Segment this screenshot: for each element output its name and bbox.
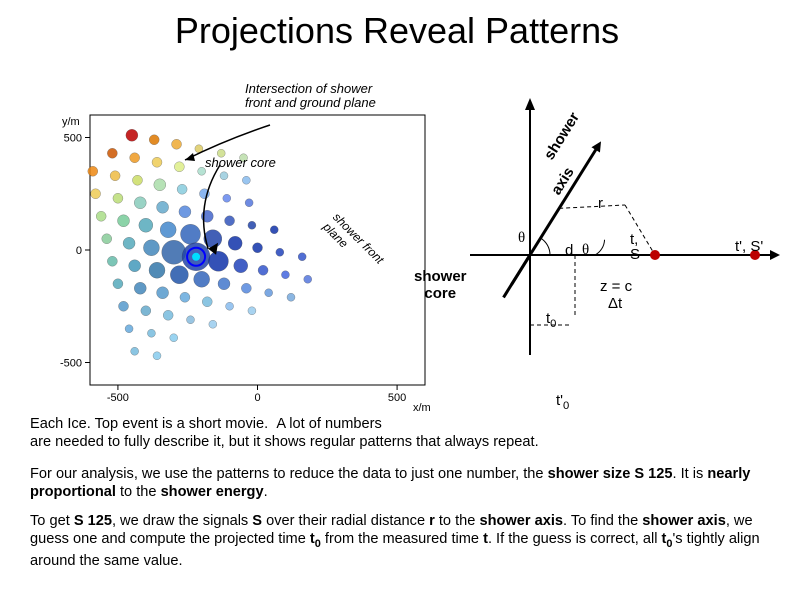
svg-text:-500: -500	[107, 392, 129, 404]
paragraph-3: To get S 125, we draw the signals S over…	[30, 512, 770, 570]
z-eq-c-label: z = c	[600, 278, 632, 295]
svg-text:x/m: x/m	[413, 402, 431, 414]
shower-core-upper-label: shower core	[205, 155, 276, 170]
shower-core-lower-label: showercore	[414, 268, 467, 302]
diagram-svg	[460, 95, 780, 375]
delta-t-label: Δt	[608, 295, 622, 312]
svg-text:500: 500	[64, 133, 82, 145]
geometry-diagram	[460, 95, 780, 375]
page-title: Projections Reveal Patterns	[0, 10, 794, 52]
theta-label: θ	[518, 230, 525, 247]
svg-text:0: 0	[76, 245, 82, 257]
svg-text:-500: -500	[60, 358, 82, 370]
d-label: d	[565, 242, 573, 259]
t-S-label: t,S	[630, 232, 640, 262]
svg-text:0: 0	[254, 392, 260, 404]
svg-text:500: 500	[388, 392, 406, 404]
paragraph-1: Each Ice. Top event is a short movie. A …	[30, 415, 770, 451]
intersection-label: Intersection of showerfront and ground p…	[245, 82, 376, 111]
paragraph-2: For our analysis, we use the patterns to…	[30, 465, 770, 501]
r-label: r	[598, 195, 603, 212]
tprime-Sprime-label: t', S'	[735, 238, 763, 255]
svg-text:y/m: y/m	[62, 116, 80, 128]
t0-label: t0	[546, 310, 556, 330]
tprime0-label: t'0	[556, 392, 569, 412]
theta2-label: θ	[582, 242, 589, 259]
